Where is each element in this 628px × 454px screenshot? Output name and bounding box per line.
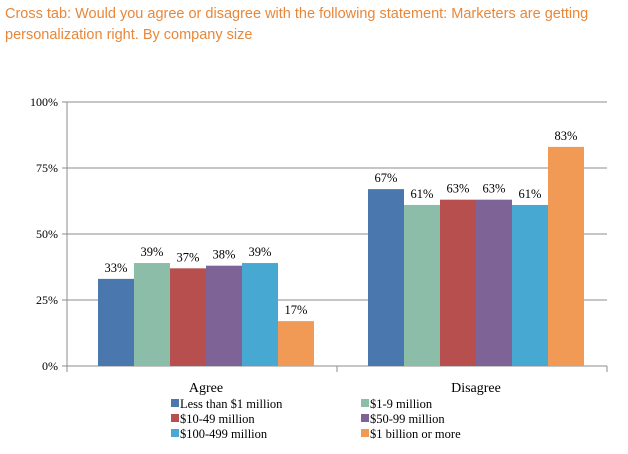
bar-disagree-2 — [440, 199, 476, 366]
data-label: 83% — [555, 129, 578, 143]
bar-disagree-4 — [512, 204, 548, 366]
data-label: 67% — [375, 171, 398, 185]
y-tick-label: 75% — [36, 161, 58, 175]
y-tick-label: 0% — [42, 359, 58, 373]
data-label: 61% — [519, 187, 542, 201]
bar-disagree-1 — [404, 204, 440, 366]
legend-label: Less than $1 million — [180, 397, 283, 411]
legend-swatch — [171, 414, 179, 422]
data-label: 33% — [105, 261, 128, 275]
bar-agree-1 — [134, 263, 170, 366]
data-label: 38% — [213, 248, 236, 262]
data-label: 63% — [447, 182, 470, 196]
bar-agree-5 — [278, 321, 314, 366]
bar-agree-4 — [242, 263, 278, 366]
legend-label: $50-99 million — [370, 412, 445, 426]
category-label-disagree: Disagree — [451, 381, 501, 396]
legend-swatch — [171, 399, 179, 407]
legend-label: $100-499 million — [180, 427, 268, 441]
data-label: 37% — [177, 250, 200, 264]
legend-label: $10-49 million — [180, 412, 255, 426]
y-tick-label: 25% — [36, 293, 58, 307]
y-tick-label: 50% — [36, 227, 58, 241]
legend-label: $1 billion or more — [370, 427, 461, 441]
chart-title: Cross tab: Would you agree or disagree w… — [5, 6, 589, 43]
data-label: 17% — [285, 303, 308, 317]
data-label: 63% — [483, 182, 506, 196]
legend-swatch — [171, 429, 179, 437]
legend-swatch — [361, 414, 369, 422]
bar-disagree-3 — [476, 199, 512, 366]
category-label-agree: Agree — [189, 381, 223, 396]
data-label: 39% — [249, 245, 272, 259]
data-label: 61% — [411, 187, 434, 201]
bar-agree-3 — [206, 265, 242, 366]
bar-disagree-0 — [368, 189, 404, 366]
y-tick-label: 100% — [30, 95, 58, 109]
bar-agree-2 — [170, 268, 206, 366]
bar-agree-0 — [98, 278, 134, 366]
data-label: 39% — [141, 245, 164, 259]
legend-swatch — [361, 399, 369, 407]
bar-disagree-5 — [548, 146, 584, 366]
legend-swatch — [361, 429, 369, 437]
legend-label: $1-9 million — [370, 397, 433, 411]
